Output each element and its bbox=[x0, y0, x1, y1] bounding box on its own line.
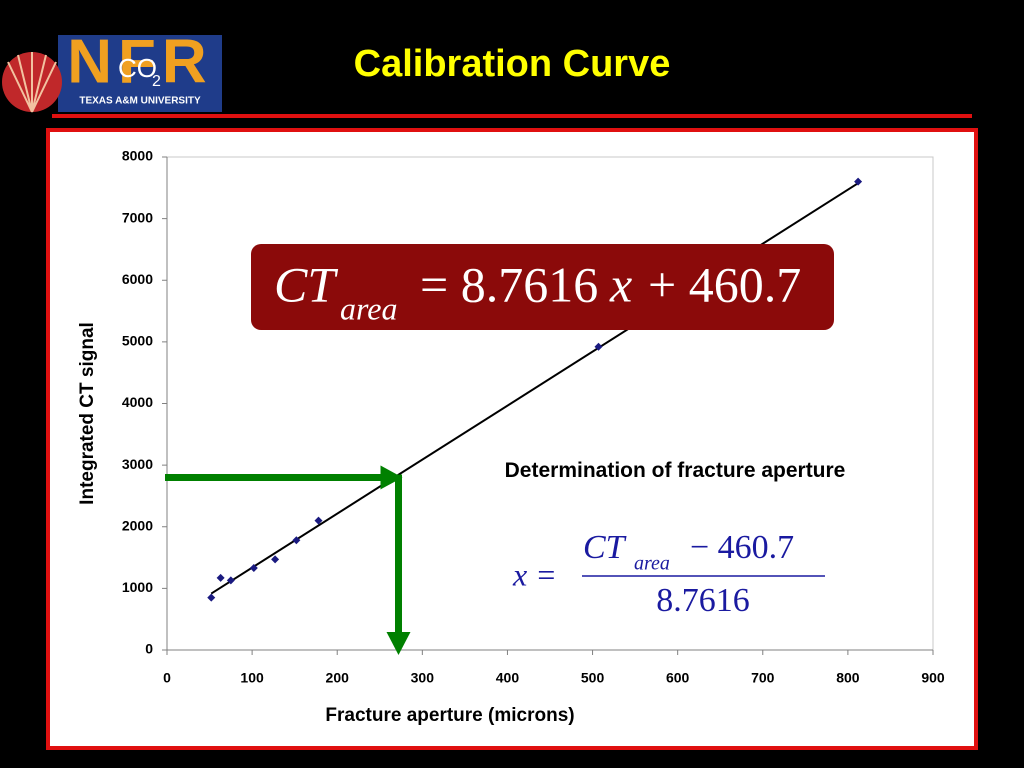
data-point bbox=[216, 573, 225, 582]
data-point bbox=[207, 593, 216, 602]
formula-num-rest: − 460.7 bbox=[690, 529, 794, 566]
equation-ct: CT bbox=[274, 256, 338, 312]
equation-sub: area bbox=[340, 290, 397, 326]
logo-university: TEXAS A&M UNIVERSITY bbox=[79, 96, 201, 107]
equation-var: x bbox=[609, 256, 632, 312]
y-tick-label: 0 bbox=[145, 641, 153, 657]
y-tick-label: 8000 bbox=[122, 148, 153, 164]
x-axis-label: Fracture aperture (microns) bbox=[325, 705, 574, 726]
y-axis-label: Integrated CT signal bbox=[77, 322, 98, 505]
y-tick-label: 6000 bbox=[122, 271, 153, 287]
x-tick-label: 0 bbox=[163, 670, 171, 686]
equation-rhs: + 460.7 bbox=[648, 256, 801, 312]
logo-letters: NFR bbox=[67, 27, 212, 96]
title-rule bbox=[52, 114, 972, 118]
chart-panel bbox=[46, 128, 978, 750]
formula-den: 8.7616 bbox=[656, 582, 750, 619]
y-tick-label: 1000 bbox=[122, 579, 153, 595]
y-tick-label: 3000 bbox=[122, 456, 153, 472]
x-tick-label: 500 bbox=[581, 670, 605, 686]
logo-sub: 2 bbox=[152, 73, 161, 90]
logo-co: CO bbox=[118, 53, 157, 83]
slide-title: Calibration Curve bbox=[354, 43, 671, 85]
x-tick-label: 400 bbox=[496, 670, 520, 686]
y-tick-label: 7000 bbox=[122, 209, 153, 225]
x-tick-label: 700 bbox=[751, 670, 775, 686]
arrow-head bbox=[386, 632, 411, 655]
x-tick-label: 900 bbox=[921, 670, 945, 686]
arrow-head bbox=[380, 465, 403, 490]
formula-sub: area bbox=[634, 553, 670, 575]
data-point bbox=[292, 536, 301, 545]
logo-box bbox=[58, 35, 222, 112]
formula-lhs: x = bbox=[512, 556, 557, 592]
logo-shell-lines bbox=[7, 52, 57, 113]
data-point bbox=[594, 342, 603, 351]
x-tick-label: 600 bbox=[666, 670, 690, 686]
y-tick-label: 2000 bbox=[122, 517, 153, 533]
data-point bbox=[271, 555, 280, 564]
x-tick-label: 800 bbox=[836, 670, 860, 686]
data-point bbox=[249, 564, 258, 573]
equation-box bbox=[251, 244, 834, 330]
y-tick-label: 4000 bbox=[122, 394, 153, 410]
caption: Determination of fracture aperture bbox=[504, 459, 846, 482]
x-tick-label: 100 bbox=[240, 670, 264, 686]
data-point bbox=[854, 177, 863, 186]
formula-num: CT bbox=[583, 529, 627, 566]
x-tick-label: 300 bbox=[411, 670, 435, 686]
data-point bbox=[226, 576, 235, 585]
data-point bbox=[314, 516, 323, 525]
x-tick-label: 200 bbox=[326, 670, 350, 686]
y-tick-label: 5000 bbox=[122, 333, 153, 349]
equation-mid: = 8.7616 bbox=[420, 256, 598, 312]
